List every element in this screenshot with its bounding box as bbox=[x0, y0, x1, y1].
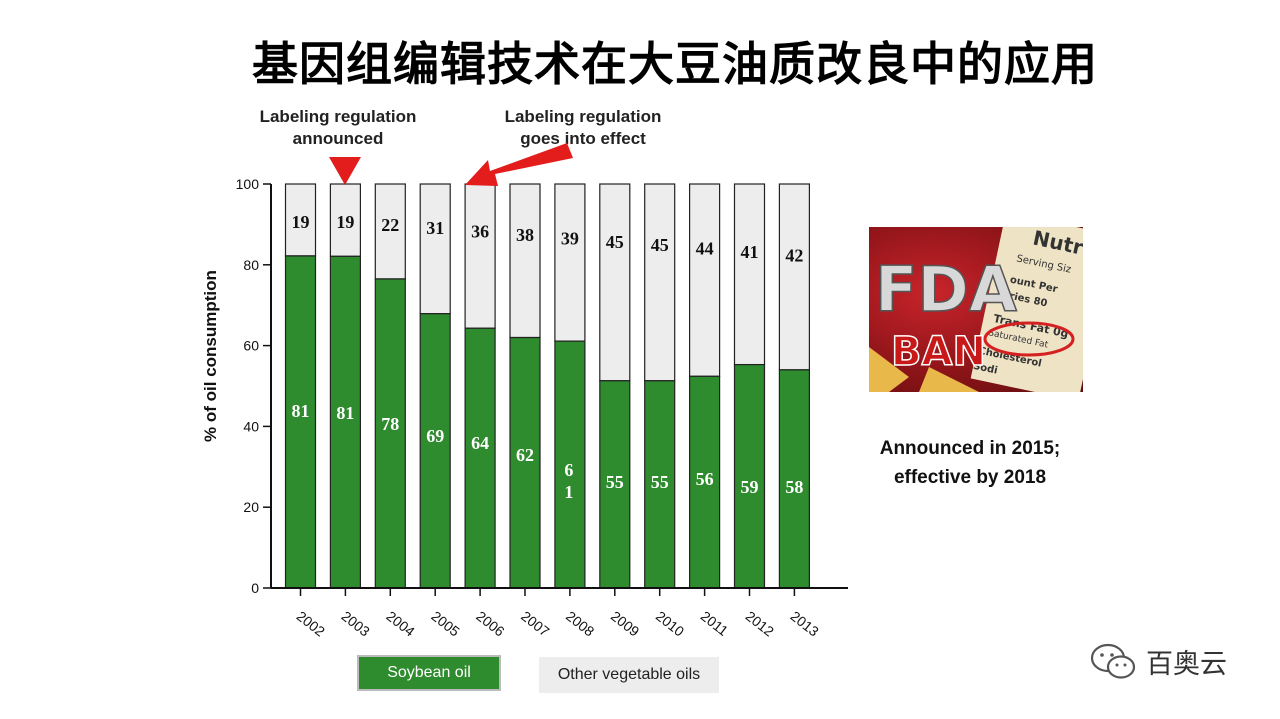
fda-ban-image: Nutri Serving Siz ount Per ories 80 Tran… bbox=[869, 227, 1083, 392]
y-tick-label-20: 20 bbox=[243, 499, 259, 515]
bar-soybean-2012 bbox=[733, 363, 766, 589]
y-tick-label-0: 0 bbox=[251, 580, 259, 596]
label-soybean-2004: 78 bbox=[381, 414, 399, 434]
label-soybean-2003: 81 bbox=[336, 403, 354, 423]
label-soybean-2002: 81 bbox=[292, 401, 310, 421]
x-tick-label-2009: 2009 bbox=[608, 608, 643, 640]
side-note: Announced in 2015; effective by 2018 bbox=[879, 438, 1061, 488]
annotation-effect: Labeling regulation goes into effect bbox=[504, 107, 662, 148]
label-soybean-2005: 69 bbox=[426, 426, 444, 446]
x-tick-label-2013: 2013 bbox=[788, 608, 823, 640]
bar-other-2006 bbox=[464, 183, 496, 329]
y-tick-label-80: 80 bbox=[243, 257, 259, 273]
data-labels: 19 81 19 81 22 78 31 69 36 64 38 62 39 6 1 45 55 45 55 44 56… bbox=[292, 212, 804, 502]
label-other-2009: 45 bbox=[606, 232, 624, 252]
x-tick-label-2007: 2007 bbox=[518, 608, 553, 640]
bar-soybean-2005 bbox=[419, 313, 451, 589]
bars bbox=[284, 183, 811, 589]
label-soybean-2007: 62 bbox=[516, 445, 534, 465]
x-tick-label-2008: 2008 bbox=[563, 608, 598, 640]
bar-soybean-2009 bbox=[599, 380, 631, 589]
label-other-2010: 45 bbox=[651, 235, 669, 255]
bar-soybean-2010 bbox=[644, 380, 676, 589]
y-tick-label-40: 40 bbox=[243, 418, 259, 434]
legend-soybean-label: Soybean oil bbox=[387, 664, 471, 681]
x-tick-label-2004: 2004 bbox=[383, 608, 418, 640]
label-other-2008: 39 bbox=[561, 228, 579, 248]
legend-soybean: Soybean oil bbox=[357, 655, 501, 691]
bar-other-2007 bbox=[509, 183, 541, 339]
y-tick-label-100: 100 bbox=[236, 176, 260, 192]
label-soybean-2011: 56 bbox=[696, 469, 714, 489]
x-tick-label-2010: 2010 bbox=[653, 608, 688, 640]
label-other-2003: 19 bbox=[336, 212, 354, 232]
label-soybean-2010: 55 bbox=[651, 472, 669, 492]
bar-other-2010 bbox=[644, 183, 676, 382]
label-soybean-2009: 55 bbox=[606, 472, 624, 492]
ban-text: BAN bbox=[891, 329, 986, 375]
label-other-2013: 42 bbox=[785, 245, 803, 265]
bar-other-2008 bbox=[554, 183, 586, 342]
x-tick-label-2006: 2006 bbox=[473, 608, 508, 640]
x-tick-label-2002: 2002 bbox=[294, 608, 329, 640]
label-soybean-2012: 59 bbox=[741, 477, 759, 497]
x-tick-label-2012: 2012 bbox=[743, 608, 778, 640]
x-tick-label-2011: 2011 bbox=[698, 608, 732, 639]
fries-decoration bbox=[869, 347, 979, 392]
bar-soybean-2003 bbox=[329, 255, 361, 589]
bar-other-2013 bbox=[778, 183, 811, 371]
bar-soybean-2002 bbox=[284, 255, 317, 589]
watermark-text: 百奥云 bbox=[1146, 649, 1227, 680]
label-other-2002: 19 bbox=[292, 212, 310, 232]
wechat-icon bbox=[1090, 643, 1136, 679]
y-axis-label: % of oil consumption bbox=[201, 270, 220, 442]
arrows bbox=[329, 143, 573, 186]
bar-soybean-2006 bbox=[464, 327, 496, 589]
annotation-announced: Labeling regulation announced bbox=[259, 107, 417, 148]
label-soybean-2006: 64 bbox=[471, 433, 489, 453]
announced-arrow bbox=[329, 157, 361, 185]
y-tick-label-60: 60 bbox=[243, 338, 259, 354]
label-other-2004: 22 bbox=[381, 215, 399, 235]
bar-other-2002 bbox=[284, 183, 317, 257]
legend-other-label: Other vegetable oils bbox=[557, 666, 701, 683]
bar-other-2011 bbox=[688, 183, 721, 377]
label-other-2011: 44 bbox=[696, 239, 714, 259]
bar-other-2005 bbox=[419, 183, 451, 315]
slide-title: 基因组编辑技术在大豆油质改良中的应用 bbox=[252, 37, 1098, 91]
effect-arrow bbox=[465, 143, 573, 186]
bar-other-2009 bbox=[599, 183, 631, 382]
label-other-2012: 41 bbox=[741, 242, 759, 262]
nutrition-line-8: Sodi bbox=[972, 361, 998, 377]
x-tick-label-2003: 2003 bbox=[339, 608, 374, 640]
label-other-2006: 36 bbox=[471, 222, 489, 242]
x-tick-label-2005: 2005 bbox=[428, 608, 463, 640]
bar-other-2012 bbox=[733, 183, 766, 366]
bar-soybean-2011 bbox=[688, 375, 721, 589]
trans-fat-circle bbox=[983, 321, 1075, 357]
label-other-2005: 31 bbox=[426, 218, 444, 238]
label-other-2007: 38 bbox=[516, 225, 534, 245]
fda-logo-text: FDA bbox=[875, 253, 1017, 326]
watermark: 百奥云 bbox=[1090, 642, 1227, 681]
bar-soybean-2007 bbox=[509, 336, 541, 589]
legend-other-oils: Other vegetable oils bbox=[539, 657, 719, 693]
bar-soybean-2008 bbox=[554, 340, 586, 589]
label-soybean-2013: 58 bbox=[785, 477, 803, 497]
